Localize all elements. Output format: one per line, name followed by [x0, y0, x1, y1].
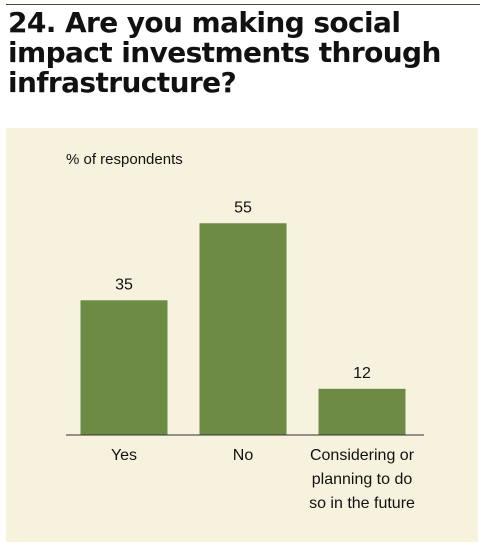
chart-title: 24. Are you making social impact investm…	[8, 6, 441, 99]
labels-group: 35 Yes 55 No 12 Considering or planning to do s…	[111, 199, 415, 512]
y-axis-label: % of respondents	[66, 151, 183, 168]
bar-1	[199, 223, 287, 435]
category-label-line: No	[233, 447, 254, 464]
data-label-1: 55	[234, 199, 252, 216]
top-rule	[6, 4, 480, 5]
data-label-2: 12	[353, 365, 371, 382]
category-label-0: Yes	[111, 447, 137, 464]
category-label-2: Considering or planning to do so in the fu…	[309, 447, 415, 512]
data-label-0: 35	[115, 276, 133, 293]
chart-panel: % of respondents 35 Yes 55 No 12 Considering …	[6, 128, 478, 542]
bars-group	[80, 223, 406, 435]
category-label-line: planning to do	[312, 471, 413, 488]
category-label-line: Yes	[111, 447, 137, 464]
category-label-1: No	[233, 447, 254, 464]
bar-2	[318, 388, 406, 435]
bar-0	[80, 300, 168, 435]
category-label-line: Considering or	[310, 447, 415, 464]
category-label-line: so in the future	[309, 495, 415, 512]
bar-chart: % of respondents 35 Yes 55 No 12 Considering …	[66, 151, 424, 512]
